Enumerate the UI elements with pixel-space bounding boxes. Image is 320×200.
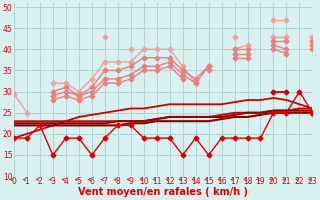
X-axis label: Vent moyen/en rafales ( km/h ): Vent moyen/en rafales ( km/h ): [78, 187, 248, 197]
